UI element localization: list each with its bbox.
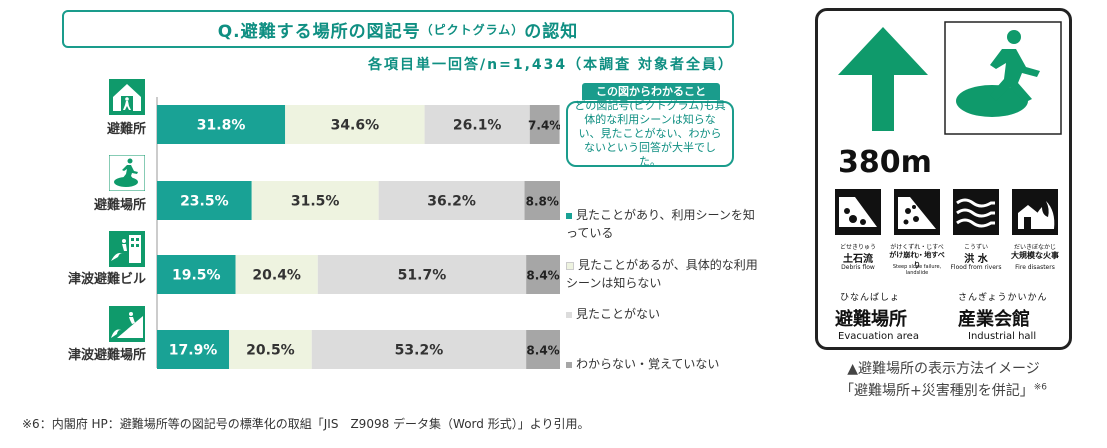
bar-value-label: 7.4%	[528, 119, 560, 133]
hazard-name: 洪 水	[964, 254, 988, 265]
bar-segment	[235, 255, 318, 294]
note-box: どの図記号(ピクトグラム)も具体的な利用シーンは知らない、見たことがない、わから…	[566, 99, 734, 168]
bar-segment	[157, 330, 230, 369]
title-main: Q.避難する場所の図記号	[217, 21, 421, 42]
legend-label: 見たことがあるが、具体的な利用シーンは知らない	[566, 258, 758, 290]
legend-label: 見たことがあり、利用シーンを知っている	[566, 208, 755, 240]
bar-segment	[526, 330, 560, 369]
bar-segment	[524, 181, 560, 220]
bar-segment	[157, 105, 286, 144]
bar-value-label: 36.2%	[427, 194, 476, 210]
flood-icon	[953, 189, 999, 235]
legend-item: 見たことがない	[566, 305, 766, 323]
caption-sup: ※6	[1033, 382, 1047, 393]
chart-title: Q.避難する場所の図記号 （ピクトグラム） の認知	[62, 10, 734, 48]
distance-label: 380m	[838, 145, 932, 180]
legend-swatch	[566, 261, 574, 270]
sign-evacuation-area-en: Evacuation area	[838, 331, 919, 342]
hazard-english: Fire disasters	[1015, 264, 1055, 271]
category-label-tsunami-area: 津波避難場所	[67, 348, 146, 363]
sign-right-ruby: さんぎょうかいかん	[958, 293, 1048, 303]
bar-value-label: 20.4%	[252, 268, 301, 284]
bar-segment	[229, 330, 312, 369]
bar-value-label: 8.8%	[526, 195, 559, 209]
evacuation-area-icon	[109, 155, 145, 191]
landslide-icon	[894, 189, 940, 235]
category-label-area: 避難場所	[93, 198, 146, 213]
evacuation-sign: 380m どせきりゅう がけくずれ・じすべり こうずい だいきぼなかじ 土石流 …	[815, 8, 1072, 350]
footnote: ※6：内閣府 HP：避難場所等の図記号の標準化の取組「JIS Z9098 データ…	[22, 417, 590, 431]
bar-segment	[285, 105, 425, 144]
bar-value-label: 19.5%	[172, 268, 221, 284]
sign-industrial-hall: 産業会館	[958, 309, 1030, 330]
hazard-name: 土石流	[843, 254, 873, 265]
bar-value-label: 8.4%	[526, 269, 559, 283]
title-end: の認知	[524, 21, 579, 42]
legend-item: 見たことがあり、利用シーンを知っている	[566, 206, 766, 242]
legend-label: わからない・覚えていない	[576, 357, 720, 371]
bar-value-label: 23.5%	[180, 194, 229, 210]
bar-segment	[378, 181, 525, 220]
bar-segment	[157, 181, 252, 220]
hazard-ruby: だいきぼなかじ	[1013, 244, 1056, 251]
hazard-name: 大規模な火事	[1011, 251, 1059, 260]
evacuation-shelter-icon	[109, 79, 145, 115]
hazard-english: Debris flow	[841, 264, 875, 271]
caption-text: 「避難場所+災害種別を併記」	[839, 383, 1034, 399]
bar-value-label: 26.1%	[453, 118, 502, 134]
chart-subtitle: 各項目単一回答/n=1,434（本調査 対象者全員）	[368, 57, 734, 73]
bar-segment	[251, 181, 379, 220]
hazard-english: Steep slope failure, landslide	[892, 264, 942, 276]
tsunami-building-icon	[109, 231, 145, 267]
bar-value-label: 31.5%	[291, 194, 340, 210]
category-label-tsunami-building: 津波避難ビル	[67, 272, 146, 287]
up-arrow-icon	[838, 27, 928, 131]
bar-value-label: 20.5%	[246, 343, 295, 359]
bar-value-label: 34.6%	[331, 118, 380, 134]
bar-segment	[157, 255, 236, 294]
bar-value-label: 51.7%	[398, 268, 447, 284]
legend-swatch	[566, 361, 572, 368]
category-label-shelter: 避難所	[106, 122, 146, 137]
bar-segment	[311, 330, 527, 369]
sign-left-ruby: ひなんばしょ	[840, 293, 901, 303]
sign-caption-line2: 「避難場所+災害種別を併記」※6	[800, 380, 1087, 400]
title-small: （ピクトグラム）	[420, 22, 525, 37]
note-text: どの図記号(ピクトグラム)も具体的な利用シーンは知らない、見たことがない、わから…	[574, 99, 726, 168]
hazard-english: Flood from rivers	[950, 264, 1002, 271]
bar-segment	[317, 255, 527, 294]
bar-value-label: 17.9%	[169, 343, 218, 359]
bar-value-label: 8.4%	[526, 344, 559, 358]
debris-flow-icon	[835, 189, 881, 235]
hazard-ruby: こうずい	[963, 244, 988, 251]
hazard-ruby: がけくずれ・じすべり	[890, 244, 944, 260]
fire-icon	[1012, 189, 1058, 235]
hazard-ruby: どせきりゅう	[839, 244, 876, 251]
bar-segment	[526, 255, 560, 294]
legend-item: 見たことがあるが、具体的な利用シーンは知らない	[566, 256, 766, 292]
sign-evacuation-area: 避難場所	[835, 309, 907, 330]
sign-industrial-hall-en: Industrial hall	[968, 331, 1037, 342]
bar-value-label: 31.8%	[197, 118, 246, 134]
hazard-name: がけ崩れ・地すべり	[889, 251, 945, 269]
bar-segment	[529, 105, 560, 144]
evacuation-area-icon	[944, 21, 1062, 135]
note-header: この図からわかること	[582, 83, 720, 100]
bar-value-label: 53.2%	[395, 343, 444, 359]
sign-caption-line1: ▲避難場所の表示方法イメージ	[847, 361, 1040, 377]
bar-segment	[424, 105, 530, 144]
legend-swatch	[566, 212, 572, 219]
legend-item: わからない・覚えていない	[566, 355, 766, 373]
legend-label: 見たことがない	[576, 307, 661, 321]
legend-swatch	[566, 311, 572, 318]
stacked-bar-chart: 31.8% 34.6% 26.1% 7.4% 23.5% 31.5% 36.2% 8.8% 19…	[156, 97, 560, 369]
tsunami-area-icon	[109, 306, 145, 342]
